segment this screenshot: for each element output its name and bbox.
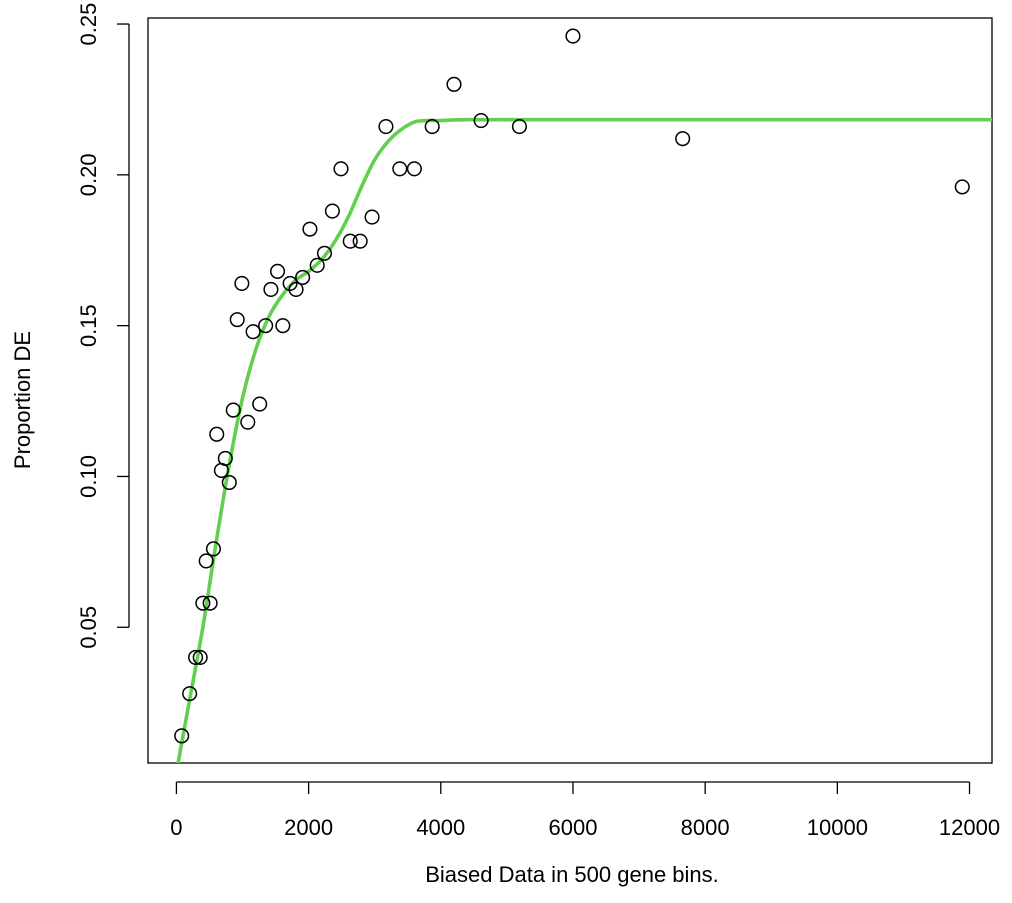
data-point: [252, 396, 268, 412]
data-point: [316, 245, 333, 261]
data-point: [446, 76, 462, 92]
data-point: [245, 324, 261, 340]
data-point: [275, 318, 291, 334]
data-point: [309, 257, 325, 273]
data-point: [221, 474, 237, 491]
data-point: [288, 281, 304, 298]
data-point: [473, 113, 489, 129]
data-point: [174, 728, 190, 744]
data-point: [240, 414, 256, 430]
data-point: [302, 221, 318, 237]
data-point: [217, 450, 233, 466]
data-point: [675, 131, 691, 147]
y-axis-label: Proportion DE: [10, 331, 35, 469]
data-point: [234, 275, 250, 291]
data-point: [565, 28, 581, 44]
data-point: [198, 553, 214, 569]
y-tick-label: 0.10: [76, 455, 101, 498]
y-tick-label: 0.05: [76, 606, 101, 649]
data-point: [342, 233, 358, 249]
data-point: [352, 233, 368, 249]
data-point: [954, 179, 970, 195]
data-point: [392, 161, 408, 177]
data-point: [195, 595, 211, 611]
x-tick-label: 12000: [939, 815, 1000, 840]
x-tick-label: 2000: [284, 815, 333, 840]
data-point: [406, 161, 422, 177]
data-point: [225, 402, 241, 418]
data-point: [263, 281, 279, 298]
data-point: [182, 686, 198, 702]
data-point: [511, 119, 527, 135]
data-point: [324, 203, 340, 219]
x-tick-label: 8000: [681, 815, 730, 840]
x-tick-label: 10000: [807, 815, 868, 840]
data-point: [333, 161, 349, 177]
data-point: [205, 541, 221, 557]
data-point: [295, 269, 311, 285]
y-tick-label: 0.25: [76, 3, 101, 46]
x-tick-label: 4000: [416, 815, 465, 840]
plot-area: 0 2000 4000 6000 8000 10000 12000 0.05 0.10 0.15 0…: [76, 3, 1000, 840]
data-point: [424, 119, 440, 135]
x-tick-label: 6000: [548, 815, 597, 840]
y-tick-label: 0.20: [76, 153, 101, 196]
data-point: [188, 649, 204, 665]
data-point: [209, 426, 225, 442]
x-tick-label: 0: [170, 815, 182, 840]
data-point: [202, 595, 218, 611]
data-point: [378, 119, 394, 135]
data-point: [269, 263, 286, 279]
data-point: [364, 209, 380, 225]
fit-curve: [176, 117, 992, 763]
data-point: [192, 649, 208, 665]
y-tick-label: 0.15: [76, 304, 101, 347]
data-point: [258, 318, 274, 334]
data-point: [229, 312, 245, 328]
x-axis-label: Biased Data in 500 gene bins.: [425, 862, 719, 887]
plot-frame: [147, 17, 993, 764]
